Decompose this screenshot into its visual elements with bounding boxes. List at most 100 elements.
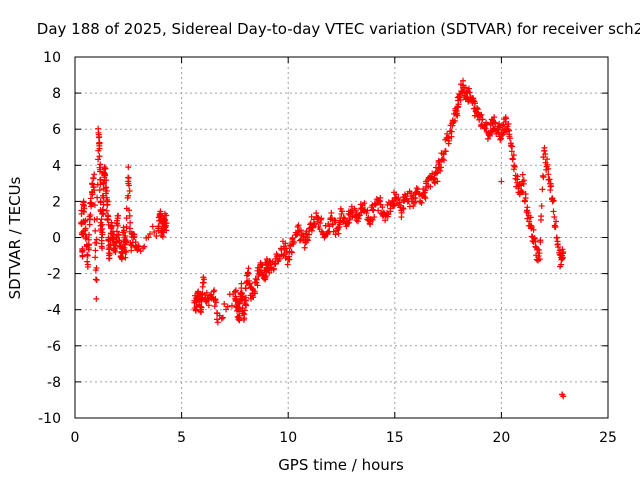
data-point bbox=[224, 303, 231, 310]
data-point bbox=[99, 245, 106, 252]
data-point bbox=[91, 202, 98, 209]
data-point bbox=[242, 285, 249, 292]
data-point bbox=[552, 223, 559, 230]
data-point bbox=[560, 393, 567, 400]
data-point bbox=[103, 187, 110, 194]
data-point bbox=[103, 177, 110, 184]
data-point bbox=[80, 230, 87, 237]
data-point bbox=[339, 208, 346, 215]
data-point bbox=[440, 157, 447, 164]
data-point bbox=[329, 220, 336, 227]
data-point bbox=[210, 288, 217, 295]
data-point bbox=[548, 182, 555, 189]
data-point bbox=[205, 302, 212, 309]
grid bbox=[75, 57, 608, 418]
data-point bbox=[551, 213, 558, 220]
data-point bbox=[371, 214, 378, 221]
data-point bbox=[540, 174, 547, 181]
data-point bbox=[377, 194, 384, 201]
data-point bbox=[128, 242, 135, 249]
data-point bbox=[492, 119, 499, 126]
data-point bbox=[93, 236, 100, 243]
data-point bbox=[422, 195, 429, 202]
data-point bbox=[238, 280, 245, 287]
data-point bbox=[491, 119, 498, 126]
data-point bbox=[457, 96, 464, 103]
data-point bbox=[290, 239, 297, 246]
data-point bbox=[395, 195, 402, 202]
data-point bbox=[511, 163, 518, 170]
y-tick-label: 0 bbox=[52, 231, 61, 247]
data-point bbox=[147, 231, 154, 238]
data-point bbox=[477, 112, 484, 119]
data-point bbox=[85, 231, 92, 238]
data-point bbox=[93, 264, 100, 271]
data-point bbox=[112, 245, 119, 252]
data-point bbox=[99, 225, 106, 232]
data-point bbox=[364, 207, 371, 214]
data-point bbox=[379, 204, 386, 211]
data-point bbox=[127, 219, 134, 226]
data-point bbox=[86, 221, 93, 228]
data-point bbox=[433, 170, 440, 177]
data-point bbox=[479, 116, 486, 123]
data-point bbox=[122, 248, 129, 255]
data-point bbox=[120, 227, 127, 234]
data-point bbox=[97, 166, 104, 173]
data-point bbox=[393, 191, 400, 198]
data-point bbox=[125, 192, 132, 199]
data-point bbox=[332, 231, 339, 238]
data-point bbox=[123, 248, 130, 255]
data-point bbox=[88, 200, 95, 207]
data-point bbox=[126, 188, 133, 195]
data-point bbox=[328, 209, 335, 216]
data-point bbox=[288, 249, 295, 256]
y-tick-label: 2 bbox=[52, 194, 61, 210]
data-point bbox=[520, 180, 527, 187]
data-point bbox=[305, 231, 312, 238]
x-tick-label: 15 bbox=[386, 430, 404, 446]
data-point bbox=[232, 287, 239, 294]
data-point bbox=[550, 208, 557, 215]
data-point bbox=[240, 310, 247, 317]
data-point bbox=[296, 237, 303, 244]
data-point bbox=[214, 316, 221, 323]
data-point bbox=[472, 100, 479, 107]
data-point bbox=[91, 171, 98, 178]
data-point bbox=[116, 240, 123, 247]
data-point bbox=[438, 164, 445, 171]
data-point bbox=[85, 246, 92, 253]
data-point bbox=[448, 133, 455, 140]
data-point bbox=[283, 245, 290, 252]
data-point bbox=[89, 180, 96, 187]
data-point bbox=[317, 220, 324, 227]
data-point bbox=[123, 215, 130, 222]
data-point bbox=[538, 213, 545, 220]
data-point bbox=[219, 314, 226, 321]
y-tick-label: 10 bbox=[43, 50, 61, 66]
data-point bbox=[87, 211, 94, 218]
data-point bbox=[262, 274, 269, 281]
data-point bbox=[551, 222, 558, 229]
data-point bbox=[398, 209, 405, 216]
data-point bbox=[203, 289, 210, 296]
data-point bbox=[128, 247, 135, 254]
data-point bbox=[341, 215, 348, 222]
data-point bbox=[540, 154, 547, 161]
data-point bbox=[84, 251, 91, 258]
data-point bbox=[506, 135, 513, 142]
data-point bbox=[245, 270, 252, 277]
data-point bbox=[498, 135, 505, 142]
data-point bbox=[460, 77, 467, 84]
data-point bbox=[442, 148, 449, 155]
data-point bbox=[228, 302, 235, 309]
data-point bbox=[97, 161, 104, 168]
data-point bbox=[527, 214, 534, 221]
data-point bbox=[114, 215, 121, 222]
data-point bbox=[95, 131, 102, 138]
data-point bbox=[86, 216, 93, 223]
data-point bbox=[149, 223, 156, 230]
data-point bbox=[94, 194, 101, 201]
data-point bbox=[105, 250, 112, 257]
